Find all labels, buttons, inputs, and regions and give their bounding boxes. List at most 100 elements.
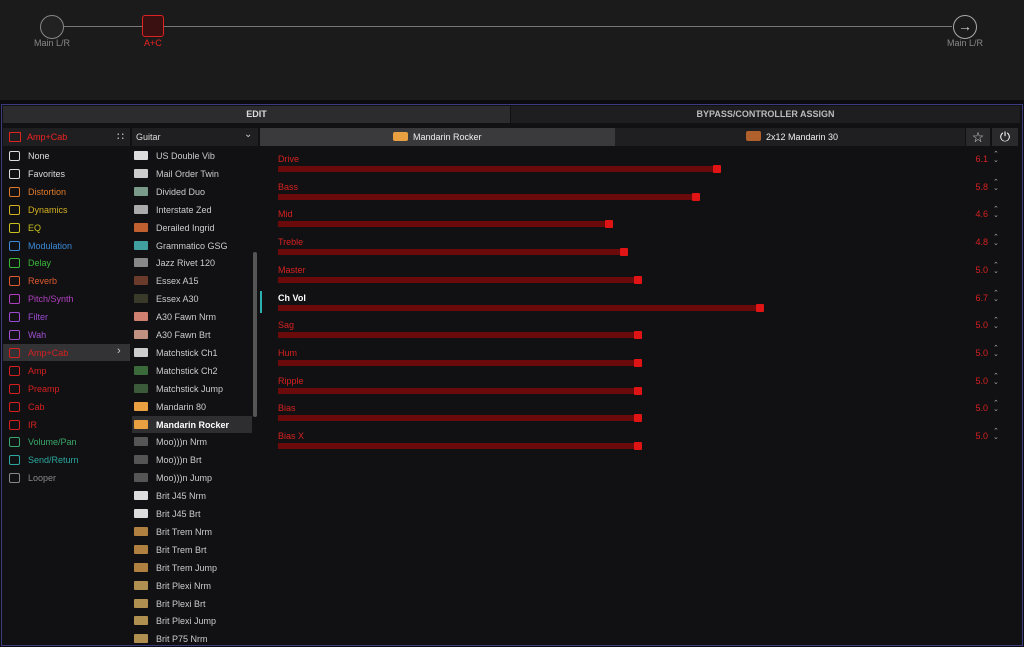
model-item[interactable]: Divided Duo (156, 186, 206, 197)
stepper[interactable]: ⌃ ⌄ (993, 317, 999, 331)
stepper[interactable]: ⌃ ⌄ (993, 372, 999, 386)
category-item[interactable]: Reverb (28, 276, 58, 287)
block-label: A+C (144, 38, 162, 48)
favorite-button[interactable]: ☆ (966, 128, 990, 146)
stepper[interactable]: ⌃ ⌄ (993, 234, 999, 248)
amp-block[interactable] (142, 15, 164, 37)
category-item[interactable]: Cab (28, 401, 45, 412)
category-item[interactable]: Pitch/Synth (28, 294, 74, 305)
model-thumb (134, 258, 148, 268)
stepper[interactable]: ⌃ ⌄ (993, 289, 999, 303)
slider-bar (278, 193, 696, 200)
category-item[interactable]: Favorites (28, 168, 66, 179)
category-icon (9, 258, 20, 269)
model-thumb (134, 240, 148, 250)
slider-knob[interactable] (634, 358, 642, 367)
model-item[interactable]: US Double Vib (156, 151, 215, 161)
model-item[interactable]: Brit J45 Brt (156, 509, 201, 519)
category-item[interactable]: Send/Return (28, 455, 79, 466)
model-item[interactable]: Jazz Rivet 120 (156, 258, 216, 269)
category-item[interactable]: IR (28, 419, 37, 430)
slider-knob[interactable] (634, 331, 642, 340)
category-item[interactable]: Wah (28, 330, 47, 340)
stepper[interactable]: ⌃ ⌄ (993, 428, 999, 441)
category-item[interactable]: Volume/Pan (28, 437, 77, 448)
model-item[interactable]: Mail Order Twin (156, 168, 219, 179)
stepper[interactable]: ⌃ ⌄ (993, 178, 999, 192)
model-item[interactable]: Essex A15 (156, 276, 199, 287)
model-item[interactable]: A30 Fawn Nrm (156, 312, 217, 323)
category-selected-bg (3, 343, 130, 361)
slider-knob[interactable] (619, 248, 628, 257)
slider-knob[interactable] (605, 220, 614, 229)
model-item[interactable]: Derailed Ingrid (156, 222, 215, 233)
model-item[interactable]: Matchstick Ch2 (156, 365, 218, 376)
category-item[interactable]: Distortion (28, 186, 67, 197)
category-item[interactable]: Amp (28, 365, 47, 376)
category-item[interactable]: Filter (28, 312, 48, 323)
model-item[interactable]: A30 Fawn Brt (156, 330, 211, 340)
scrollbar[interactable] (253, 252, 257, 417)
slider-knob[interactable] (634, 442, 642, 450)
category-item[interactable]: Preamp (28, 383, 60, 394)
slider-knob[interactable] (691, 192, 700, 201)
cab-tab[interactable]: 2x12 Mandarin 30 (766, 132, 839, 142)
model-thumb (134, 276, 148, 286)
category-header[interactable]: Amp+Cab (27, 132, 68, 142)
category-item[interactable]: Dynamics (28, 204, 68, 215)
model-item[interactable]: Moo)))n Jump (156, 473, 213, 484)
category-item[interactable]: None (28, 151, 50, 161)
tab-bypass[interactable]: BYPASS/CONTROLLER ASSIGN (511, 106, 1020, 123)
model-item[interactable]: Mandarin 80 (156, 401, 207, 412)
category-item[interactable]: Delay (28, 258, 52, 269)
model-item[interactable]: Brit Plexi Brt (156, 598, 206, 609)
model-item[interactable]: Brit Trem Jump (156, 562, 218, 573)
model-item[interactable]: Moo)))n Brt (156, 455, 202, 466)
category-item[interactable]: Looper (28, 473, 57, 484)
cab-tab-bg (615, 128, 965, 146)
slider-knob[interactable] (634, 275, 642, 284)
output-node[interactable]: → (953, 15, 977, 39)
model-thumb (134, 491, 148, 501)
model-item[interactable]: Matchstick Jump (156, 383, 224, 394)
cab-icon (746, 131, 761, 141)
category-icon (9, 294, 20, 305)
param-name: Ripple (278, 375, 304, 386)
slider-bar (278, 387, 638, 394)
input-node[interactable] (40, 15, 64, 39)
tab-edit[interactable]: EDIT (3, 106, 510, 123)
stepper[interactable]: ⌃ ⌄ (993, 206, 999, 220)
slider-knob[interactable] (756, 303, 765, 312)
model-header[interactable]: Guitar (136, 132, 161, 142)
param-name: Bias (278, 403, 296, 414)
stepper[interactable]: ⌃ ⌄ (993, 400, 999, 414)
model-item[interactable]: Mandarin Rocker (156, 419, 230, 430)
model-item[interactable]: Brit Trem Brt (156, 544, 207, 555)
model-item[interactable]: Brit P75 Nrm (156, 634, 208, 645)
model-item[interactable]: Brit Trem Nrm (156, 526, 212, 537)
slider-knob[interactable] (713, 165, 722, 173)
model-item[interactable]: Moo)))n Nrm (156, 437, 207, 448)
model-item[interactable]: Brit J45 Nrm (156, 491, 207, 502)
category-item[interactable]: Amp+Cab (28, 347, 69, 358)
model-item[interactable]: Matchstick Ch1 (156, 347, 218, 358)
selection-marker (260, 291, 262, 313)
chevron: › (117, 344, 121, 357)
param-value: 4.6 (975, 209, 988, 220)
power-button[interactable]: ⏻ (992, 128, 1018, 146)
slider-knob[interactable] (634, 414, 642, 423)
param-name: Ch Vol (278, 292, 306, 303)
stepper[interactable]: ⌃ ⌄ (993, 151, 999, 164)
model-item[interactable]: Grammatico GSG (156, 240, 228, 251)
model-item[interactable]: Interstate Zed (156, 204, 212, 215)
category-item[interactable]: EQ (28, 222, 42, 233)
model-item[interactable]: Brit Plexi Jump (156, 616, 217, 627)
amp-tab[interactable]: Mandarin Rocker (413, 132, 482, 142)
dropdown-arrow[interactable]: ⌄ (244, 129, 253, 140)
stepper[interactable]: ⌃ ⌄ (993, 261, 999, 275)
model-item[interactable]: Brit Plexi Nrm (156, 580, 212, 591)
slider-knob[interactable] (634, 386, 642, 395)
stepper[interactable]: ⌃ ⌄ (993, 344, 999, 358)
model-item[interactable]: Essex A30 (156, 294, 199, 305)
category-item[interactable]: Modulation (28, 240, 73, 251)
